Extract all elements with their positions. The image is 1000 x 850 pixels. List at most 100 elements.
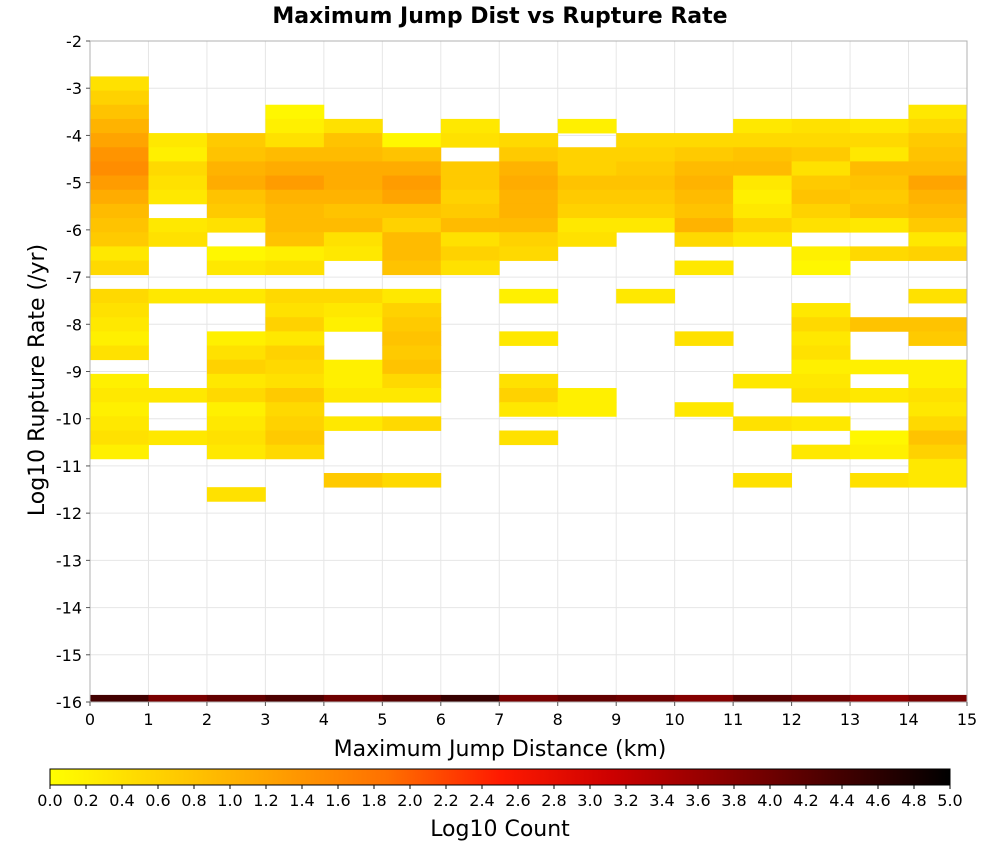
heatmap-cell (674, 147, 734, 162)
heatmap-cell (908, 430, 968, 446)
heatmap-cell (616, 133, 676, 148)
heatmap-cell (733, 203, 792, 219)
x-tick-label: 14 (898, 710, 918, 729)
heatmap-cell (323, 246, 383, 261)
colorbar-tick-label: 0.6 (145, 791, 170, 810)
heatmap-cell (557, 118, 617, 134)
heatmap-cell (90, 203, 149, 219)
heatmap-cell (90, 694, 149, 703)
colorbar-tick-label: 2.8 (541, 791, 566, 810)
heatmap-cell (323, 175, 383, 191)
heatmap-cell (791, 345, 851, 361)
heatmap-cell (323, 161, 383, 176)
heatmap-cell (791, 331, 851, 346)
y-tick-label: -3 (66, 79, 82, 98)
heatmap-cell (90, 288, 149, 304)
heatmap-cell (791, 416, 851, 431)
heatmap-cell (733, 175, 792, 191)
heatmap-cell (557, 175, 617, 191)
heatmap-cell (908, 104, 968, 120)
heatmap-cell (382, 147, 442, 162)
heatmap-cell (791, 303, 851, 318)
x-tick-label: 7 (494, 710, 504, 729)
heatmap-cell (265, 288, 325, 304)
heatmap-cell (908, 416, 968, 431)
heatmap-cell (265, 303, 325, 318)
heatmap-cell (850, 203, 909, 219)
heatmap-cell (206, 331, 266, 346)
heatmap-cell (265, 118, 325, 134)
heatmap-cell (850, 246, 909, 261)
x-tick-label: 2 (202, 710, 212, 729)
heatmap-cell (206, 359, 266, 375)
heatmap-cell (382, 175, 442, 191)
heatmap-cell (323, 218, 383, 233)
heatmap-cell (733, 473, 792, 488)
x-tick-label: 12 (781, 710, 801, 729)
x-tick-label: 8 (553, 710, 563, 729)
colorbar-tick-label: 3.0 (577, 791, 602, 810)
x-tick-label: 13 (840, 710, 860, 729)
colorbar-tick-label: 1.4 (289, 791, 314, 810)
heatmap-cell (323, 288, 383, 304)
heatmap-cell (908, 218, 968, 233)
heatmap-cell (206, 189, 266, 205)
heatmap-cell (908, 189, 968, 205)
heatmap-cell (674, 694, 734, 703)
heatmap-cell (440, 161, 500, 176)
heatmap-cell (557, 694, 617, 703)
heatmap-cell (323, 189, 383, 205)
heatmap-cell (616, 175, 676, 191)
heatmap-cell (206, 388, 266, 403)
heatmap-cell (616, 203, 676, 219)
heatmap-cell (850, 430, 909, 446)
x-tick-label: 4 (319, 710, 329, 729)
heatmap-cell (265, 317, 325, 332)
x-tick-label: 5 (377, 710, 387, 729)
heatmap-cell (557, 161, 617, 176)
heatmap-cell (908, 444, 968, 460)
heatmap-cell (265, 444, 325, 460)
y-axis-label: Log10 Rupture Rate (/yr) (25, 244, 50, 516)
heatmap-cell (499, 373, 559, 389)
y-tick-label: -16 (56, 693, 82, 712)
heatmap-cell (265, 260, 325, 276)
heatmap-cell (148, 218, 208, 233)
heatmap-cell (499, 288, 559, 304)
heatmap-cell (850, 694, 909, 703)
heatmap-cell (440, 189, 500, 205)
heatmap-cell (206, 246, 266, 261)
heatmap-cell (265, 246, 325, 261)
heatmap-cell (908, 402, 968, 417)
heatmap-cell (850, 161, 909, 176)
heatmap-cell (90, 133, 149, 148)
heatmap-cell (850, 175, 909, 191)
heatmap-cell (323, 373, 383, 389)
heatmap-cell (908, 203, 968, 219)
heatmap-cell (90, 161, 149, 176)
heatmap-cell (440, 203, 500, 219)
heatmap-cell (791, 147, 851, 162)
heatmap-cell (382, 161, 442, 176)
heatmap-cell (908, 118, 968, 134)
colorbar-tick-label: 0.2 (73, 791, 98, 810)
heatmap-cell (908, 232, 968, 247)
heatmap-cell (206, 175, 266, 191)
heatmap-cell (557, 147, 617, 162)
heatmap-cell (908, 175, 968, 191)
heatmap-cell (616, 288, 676, 304)
heatmap-cell (265, 189, 325, 205)
x-tick-label: 11 (723, 710, 743, 729)
y-tick-label: -8 (66, 315, 82, 334)
colorbar-tick-label: 4.2 (793, 791, 818, 810)
heatmap-cell (791, 118, 851, 134)
heatmap-cell (148, 232, 208, 247)
heatmap-cell (382, 345, 442, 361)
heatmap-cell (382, 388, 442, 403)
heatmap-cell (90, 317, 149, 332)
x-tick-label: 0 (85, 710, 95, 729)
heatmap-cell (908, 133, 968, 148)
chart-title: Maximum Jump Dist vs Rupture Rate (272, 4, 727, 29)
y-axis-ticks: -2 -3 -4 -5 -6 -7 -8 -9 -10 -11 -12 -13 -14 -15 -16 (56, 32, 90, 712)
heatmap-cell (908, 161, 968, 176)
